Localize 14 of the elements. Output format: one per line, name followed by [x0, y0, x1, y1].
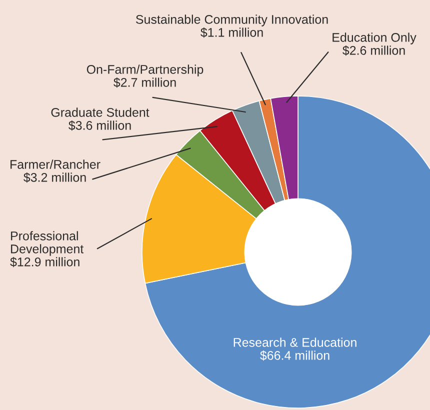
slice-label: On-Farm/Partnership — [86, 64, 204, 76]
slice-label: Farmer/Rancher — [10, 160, 100, 169]
slice-label: Graduate Student — [51, 108, 150, 117]
slice-label: Education Only — [332, 32, 416, 44]
data-label: $3.2 million — [24, 172, 86, 183]
data-label: $66.4 million — [260, 350, 330, 361]
slice-label: Professional Development — [11, 231, 84, 256]
data-label: $2.6 million — [342, 45, 405, 56]
data-label: $2.7 million — [114, 77, 176, 88]
data-label: $1.1 million — [200, 27, 263, 38]
data-label: $3.6 million — [68, 120, 131, 131]
slice-label: Research & Education — [234, 338, 356, 347]
data-label: $12.9 million — [10, 256, 80, 268]
slice-label: Sustainable Community Innovation — [136, 14, 328, 26]
